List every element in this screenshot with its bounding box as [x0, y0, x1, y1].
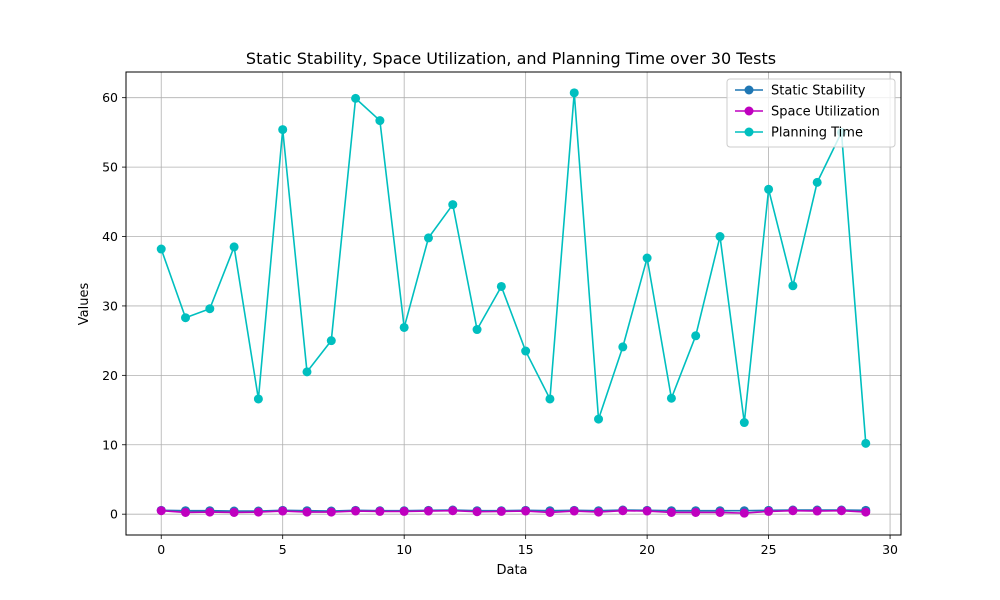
- data-point: [351, 506, 361, 516]
- data-point: [302, 367, 312, 377]
- data-point: [691, 331, 701, 341]
- data-point: [715, 507, 725, 517]
- data-point: [399, 322, 409, 332]
- data-point: [156, 244, 166, 254]
- legend-label: Space Utilization: [771, 105, 880, 120]
- data-point: [375, 506, 385, 516]
- data-point: [472, 325, 482, 335]
- data-point: [521, 506, 531, 516]
- data-point: [472, 507, 482, 517]
- data-point: [545, 507, 555, 517]
- series-layer: [156, 88, 871, 518]
- x-tick-label: 10: [396, 542, 412, 557]
- data-point: [399, 506, 409, 516]
- x-tick-label: 15: [518, 542, 534, 557]
- legend-label: Static Stability: [771, 84, 866, 99]
- x-tick-label: 25: [761, 542, 777, 557]
- data-point: [496, 506, 506, 516]
- data-point: [351, 93, 361, 103]
- x-axis-label: Data: [496, 563, 527, 578]
- data-point: [229, 242, 239, 252]
- data-point: [764, 506, 774, 516]
- legend-box: [726, 78, 896, 148]
- data-point: [861, 438, 871, 448]
- data-point: [812, 177, 822, 187]
- legend-marker: [744, 127, 754, 137]
- legend-item: Planning Time: [735, 126, 863, 141]
- data-point: [205, 304, 215, 314]
- y-tick-label: 60: [102, 90, 118, 105]
- data-point: [253, 507, 263, 517]
- y-axis-label: Values: [77, 283, 92, 326]
- series-line: [160, 92, 867, 444]
- data-point: [569, 88, 579, 98]
- data-point: [521, 346, 531, 356]
- y-tick-label: 50: [102, 160, 118, 175]
- y-tick-label: 0: [110, 507, 118, 522]
- data-point: [205, 507, 215, 517]
- data-point: [788, 281, 798, 291]
- data-point: [788, 506, 798, 516]
- data-point: [618, 342, 628, 352]
- data-point: [739, 508, 749, 518]
- data-point: [278, 506, 288, 516]
- data-point: [229, 507, 239, 517]
- plot-frame: [125, 71, 902, 536]
- y-tick-label: 10: [102, 437, 118, 452]
- data-point: [545, 394, 555, 404]
- data-point: [594, 414, 604, 424]
- data-point: [764, 184, 774, 194]
- data-point: [181, 313, 191, 323]
- data-point: [642, 506, 652, 516]
- data-point: [423, 506, 433, 516]
- legend-marker: [744, 85, 754, 95]
- data-point: [156, 506, 166, 516]
- series-space-utilization: [156, 506, 871, 518]
- data-point: [302, 507, 312, 517]
- data-point: [496, 281, 506, 291]
- y-tick-label: 20: [102, 368, 118, 383]
- data-point: [253, 394, 263, 404]
- data-point: [642, 253, 652, 263]
- data-point: [448, 506, 458, 516]
- legend: Static Stability Space Utilization Plannin…: [726, 78, 896, 148]
- data-point: [812, 506, 822, 516]
- data-point: [448, 200, 458, 210]
- ticks: 0 5 10 15 20 25 30 0 10 20 30 40 50 60: [102, 90, 898, 557]
- x-tick-label: 30: [882, 542, 898, 557]
- series-planning-time: [156, 88, 871, 448]
- legend-label: Planning Time: [771, 126, 863, 141]
- legend-marker: [744, 106, 754, 116]
- data-point: [594, 507, 604, 517]
- data-point: [836, 506, 846, 516]
- y-tick-label: 30: [102, 298, 118, 313]
- data-point: [181, 507, 191, 517]
- data-point: [423, 233, 433, 243]
- data-point: [278, 125, 288, 135]
- x-tick-label: 0: [157, 542, 165, 557]
- data-point: [861, 507, 871, 517]
- data-point: [618, 506, 628, 516]
- data-point: [326, 507, 336, 517]
- y-tick-label: 40: [102, 229, 118, 244]
- legend-item: Space Utilization: [735, 105, 880, 120]
- data-point: [739, 418, 749, 428]
- chart-title: Static Stability, Space Utilization, and…: [246, 49, 776, 68]
- x-tick-label: 20: [639, 542, 655, 557]
- data-point: [715, 232, 725, 242]
- data-point: [375, 116, 385, 126]
- data-point: [666, 393, 676, 403]
- x-tick-label: 5: [279, 542, 287, 557]
- data-point: [691, 507, 701, 517]
- data-point: [326, 336, 336, 346]
- data-point: [666, 507, 676, 517]
- data-point: [569, 506, 579, 516]
- legend-item: Static Stability: [735, 84, 866, 99]
